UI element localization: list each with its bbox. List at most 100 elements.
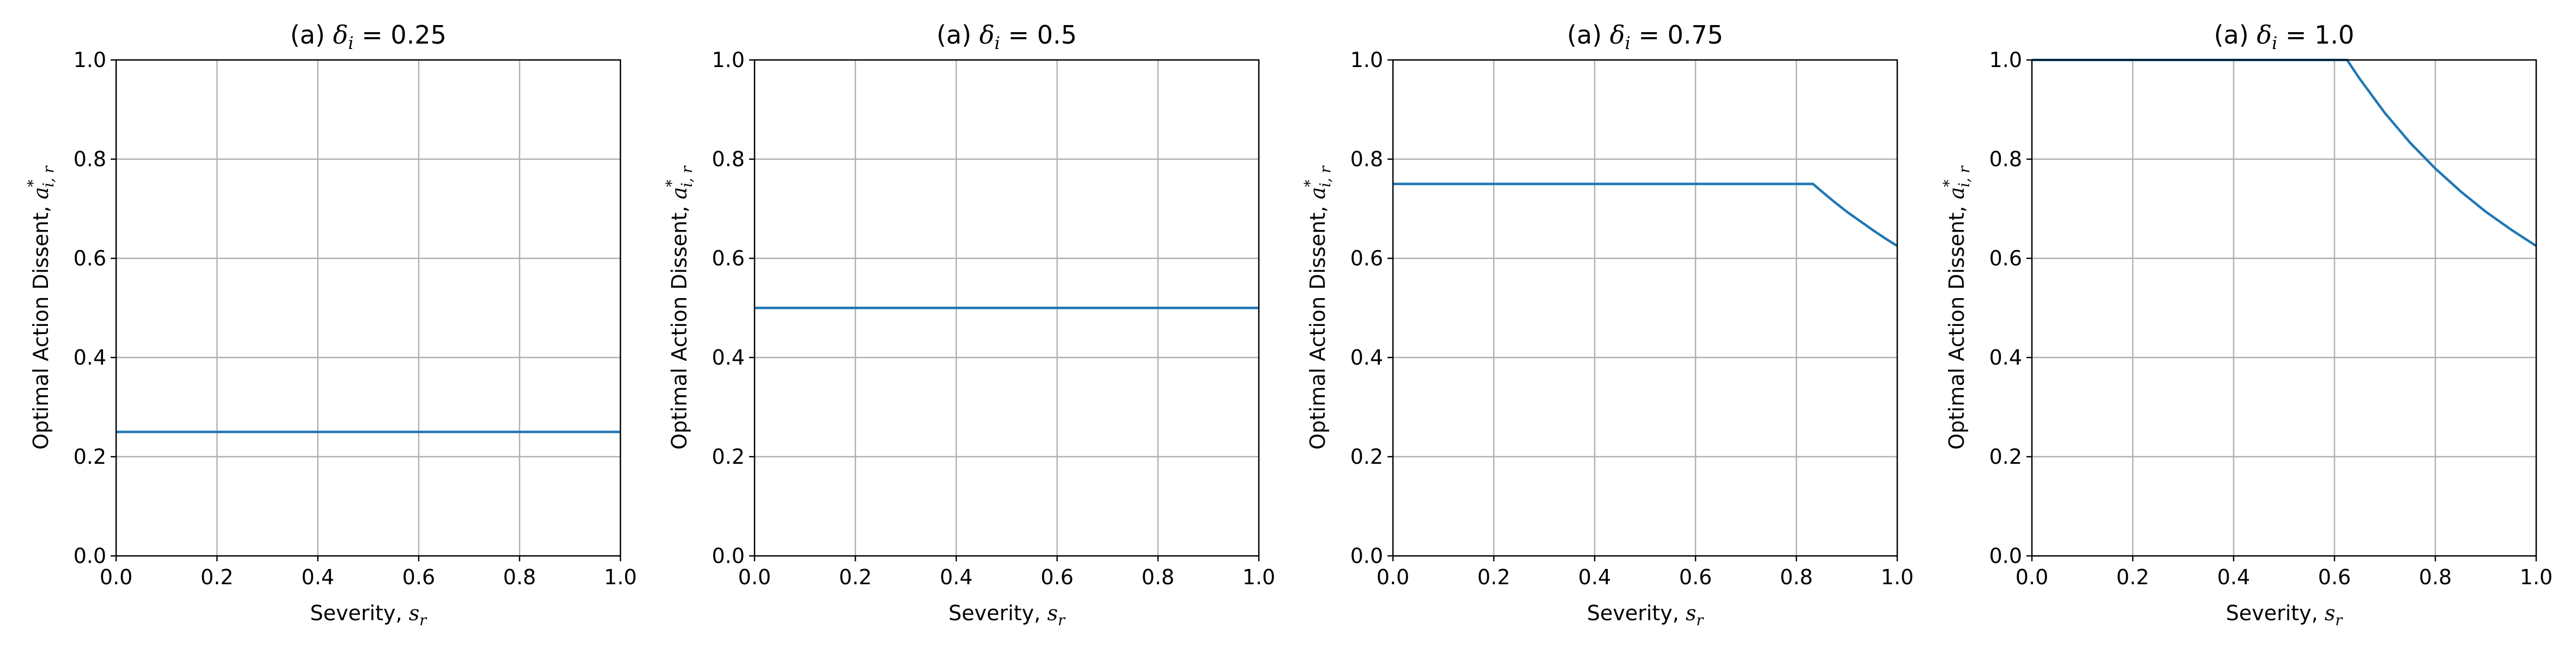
panel-title-prefix: (a) [937,20,980,50]
x-tick-label: 0.8 [2419,565,2452,589]
x-tick-label: 0.0 [2016,565,2048,589]
x-tick-label: 0.8 [503,565,536,589]
y-tick-label: 1.0 [712,48,745,72]
panel-title-value: = 0.5 [1000,20,1077,50]
panel-3: 0.0 0.2 0.4 0.6 0.8 1.0 0.0 0.2 0.4 0.6 0.8 1.0 Seve… [1302,20,1914,629]
panel-4: 0.0 0.2 0.4 0.6 0.8 1.0 0.0 0.2 0.4 0.6 0.8 1.0 Seve… [1941,20,2553,629]
x-axis-label-text: Severity, [949,601,1047,625]
panel-title-value: = 0.75 [1631,20,1723,50]
y-axis-label-text: Optimal Action Dissent, [667,199,691,450]
y-tick-label: 1.0 [1350,48,1383,72]
y-tick-label: 0.0 [1989,544,2022,568]
panel-title-subscript: i [2272,33,2277,53]
y-axis-label: Optimal Action Dissent, a*i, r [1302,165,1334,450]
x-axis-label: Severity, sr [1587,601,1705,629]
panel-title: (a) δi = 0.5 [937,20,1077,53]
x-tick-label: 0.4 [301,565,334,589]
y-tick-label: 0.4 [1350,346,1383,370]
x-axis-label-symbol: s [1047,601,1058,625]
x-tick-label: 1.0 [1242,565,1275,589]
y-tick-label: 0.2 [1350,445,1383,469]
panel-title-symbol: δ [1610,20,1625,50]
y-axis-label-subscript: i, r [1317,165,1334,187]
panel-title-symbol: δ [333,20,348,50]
y-tick-label: 1.0 [74,48,106,72]
y-tick-label: 0.4 [74,346,106,370]
x-axis-label: Severity, sr [2226,601,2344,629]
y-axis-label-symbol: a [1306,187,1330,199]
y-axis-label-text: Optimal Action Dissent, [1945,199,1969,450]
x-tick-label: 1.0 [2520,565,2553,589]
panel-title: (a) δi = 0.75 [1567,20,1723,53]
y-axis-label-subscript: i, r [1956,165,1973,187]
y-tick-label: 0.8 [1989,147,2022,171]
x-tick-label: 0.8 [1780,565,1813,589]
y-axis-label-superscript: * [663,179,680,187]
panel-title: (a) δi = 1.0 [2214,20,2355,53]
x-tick-label: 0.4 [1578,565,1611,589]
x-axis-label-subscript: r [1696,612,1704,629]
y-axis-label-subscript: i, r [679,165,696,187]
y-axis-label-superscript: * [1302,179,1319,187]
panel-title-prefix: (a) [1567,20,1610,50]
y-tick-label: 0.8 [1350,147,1383,171]
x-tick-label: 1.0 [604,565,637,589]
panel-title: (a) δi = 0.25 [290,20,447,53]
x-axis-label-symbol: s [2325,601,2336,625]
y-tick-label: 0.2 [712,445,745,469]
series-line-1 [1393,183,1898,247]
y-axis-label-text: Optimal Action Dissent, [29,199,53,450]
x-tick-label: 0.6 [2318,565,2351,589]
x-tick-label: 0.8 [1142,565,1174,589]
y-axis-label: Optimal Action Dissent, a*i, r [1941,165,1973,450]
x-axis-label-subscript: r [419,612,427,629]
y-tick-label: 0.2 [74,445,106,469]
y-tick-label: 0.6 [1989,246,2022,270]
x-axis-label-subscript: r [1058,612,1066,629]
axes-frame [115,59,622,557]
y-axis-label-text: Optimal Action Dissent, [1306,199,1330,450]
x-tick-label: 0.6 [1041,565,1073,589]
panel-title-value: = 1.0 [2277,20,2354,50]
y-axis-label-symbol: a [667,187,691,199]
y-axis-label: Optimal Action Dissent, a*i, r [663,165,696,450]
y-tick-label: 0.6 [1350,246,1383,270]
panel-title-prefix: (a) [2214,20,2257,50]
x-tick-label: 0.0 [738,565,771,589]
x-tick-label: 0.0 [100,565,132,589]
panel-title-value: = 0.25 [354,20,447,50]
x-axis-label-symbol: s [409,601,420,625]
y-axis-label-superscript: * [25,179,42,187]
panel-title-symbol: δ [2257,20,2272,50]
x-axis-label: Severity, sr [310,601,428,629]
y-tick-label: 0.0 [74,544,106,568]
x-tick-label: 0.2 [201,565,233,589]
x-tick-label: 0.2 [2116,565,2149,589]
x-axis-label-subscript: r [2335,612,2343,629]
y-tick-label: 0.6 [74,246,106,270]
x-tick-label: 0.6 [402,565,435,589]
panel-title-subscript: i [348,33,353,53]
x-axis-label-text: Severity, [2226,601,2325,625]
x-tick-label: 1.0 [1881,565,1914,589]
x-tick-label: 0.0 [1377,565,1409,589]
x-tick-label: 0.6 [1679,565,1712,589]
y-axis-label-symbol: a [1945,187,1969,199]
panel-title-symbol: δ [979,20,994,50]
x-axis-label-symbol: s [1686,601,1697,625]
x-tick-label: 0.2 [1477,565,1510,589]
x-tick-label: 0.4 [940,565,973,589]
y-axis-label-symbol: a [29,187,53,199]
y-axis-label-subscript: i, r [40,165,57,187]
y-tick-label: 0.8 [74,147,106,171]
y-axis-label: Optimal Action Dissent, a*i, r [25,165,57,450]
x-tick-label: 0.4 [2217,565,2250,589]
panel-title-subscript: i [994,33,1000,53]
panel-2: 0.0 0.2 0.4 0.6 0.8 1.0 0.0 0.2 0.4 0.6 0.8 1.0 Seve… [663,20,1275,629]
x-tick-label: 0.2 [839,565,872,589]
axes-frame [753,59,1260,557]
y-tick-label: 0.0 [1350,544,1383,568]
y-tick-label: 0.2 [1989,445,2022,469]
x-axis-label: Severity, sr [949,601,1066,629]
